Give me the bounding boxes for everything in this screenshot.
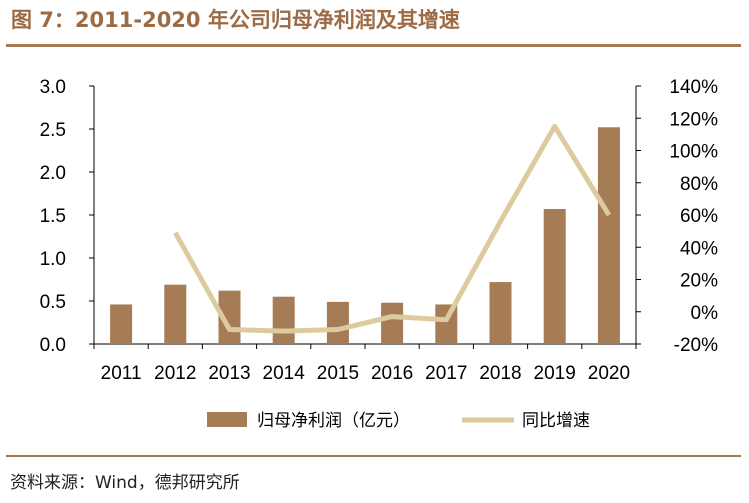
left-tick-label: 1.0 [40, 249, 66, 270]
chart-legend: 归母净利润（亿元） 同比增速 [207, 411, 590, 431]
bar [110, 304, 133, 344]
right-axis-ticks: -20% 0% 20% 40% 60% 80% 100% 120% 140% [636, 77, 718, 356]
bar [597, 127, 620, 344]
right-tick-label: 0% [691, 303, 719, 324]
bar [164, 284, 187, 344]
x-tick-label: 2019 [534, 363, 576, 384]
right-tick-label: 40% [680, 238, 718, 259]
legend-label-line: 同比增速 [522, 411, 590, 431]
x-tick-label: 2020 [588, 363, 630, 384]
legend-label-bar: 归母净利润（亿元） [257, 411, 410, 431]
bar [326, 301, 349, 344]
right-tick-label: 20% [680, 271, 718, 292]
x-tick-label: 2012 [154, 363, 196, 384]
source-note: 资料来源：Wind，德邦研究所 [10, 473, 240, 493]
x-tick-label: 2013 [208, 363, 250, 384]
bar [272, 296, 295, 344]
left-tick-label: 0.0 [40, 335, 66, 356]
legend-swatch-bar [207, 412, 247, 427]
left-tick-label: 0.5 [40, 292, 66, 313]
left-tick-label: 2.5 [40, 120, 66, 141]
right-tick-label: 140% [669, 77, 718, 98]
bar [543, 208, 566, 344]
x-axis-ticks: 2011 2012 2013 2014 2015 2016 2017 2018 2019 2020 [93, 344, 637, 384]
title-rule [6, 44, 741, 47]
right-tick-label: 100% [669, 142, 718, 163]
line-series [173, 123, 612, 334]
right-tick-label: 60% [680, 206, 718, 227]
bar-series [110, 127, 620, 344]
bar [381, 302, 404, 344]
x-tick-label: 2018 [479, 363, 521, 384]
right-tick-label: 80% [680, 174, 718, 195]
right-tick-label: -20% [674, 335, 718, 356]
page-title: 图 7：2011-2020 年公司归母净利润及其增速 [11, 8, 460, 32]
left-tick-label: 3.0 [40, 77, 66, 98]
x-tick-label: 2015 [317, 363, 359, 384]
bar [489, 282, 512, 344]
x-tick-label: 2017 [425, 363, 467, 384]
x-tick-label: 2011 [101, 363, 142, 384]
footer-rule [6, 455, 741, 457]
x-tick-label: 2014 [263, 363, 306, 384]
left-axis-ticks: 0.0 0.5 1.0 1.5 2.0 2.5 3.0 [40, 77, 94, 356]
left-tick-label: 1.5 [40, 206, 66, 227]
x-tick-label: 2016 [371, 363, 413, 384]
right-tick-label: 120% [669, 109, 718, 130]
left-tick-label: 2.0 [40, 163, 66, 184]
